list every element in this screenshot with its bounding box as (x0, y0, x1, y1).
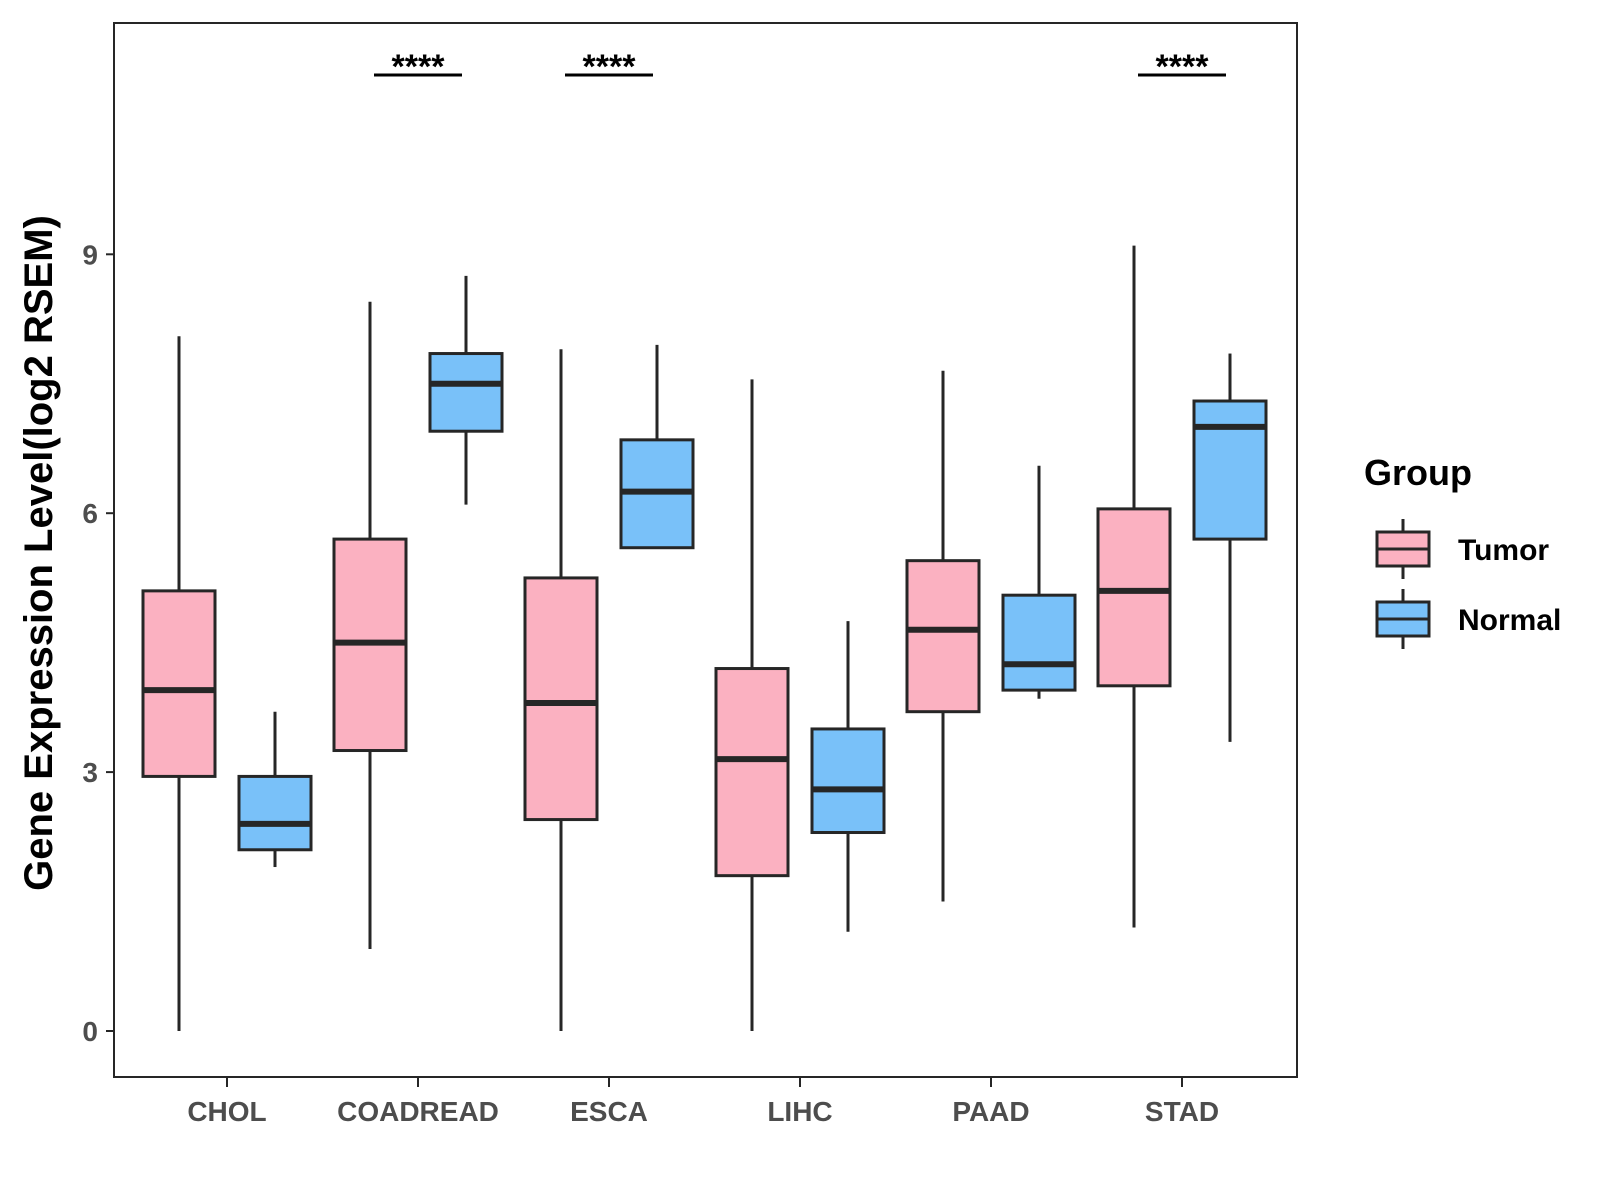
box-normal-paad (1001, 593, 1077, 692)
panel-border (113, 22, 1298, 1078)
box-tumor-lihc (714, 667, 790, 878)
x-tick-label-esca: ESCA (570, 1096, 648, 1127)
box-normal-stad (1192, 399, 1268, 541)
y-axis-title: Gene Expression Level(log2 RSEM) (17, 215, 61, 891)
legend-title: Group (1364, 452, 1472, 493)
x-tick-label-lihc: LIHC (767, 1096, 832, 1127)
box-tumor-chol (141, 589, 217, 778)
x-tick-label-coadread: COADREAD (337, 1096, 499, 1127)
plot-area: 0 3 6 9 CHOL COADREAD ESCA LIHC PAAD STAD **** ****… (82, 22, 1298, 1127)
legend-label-normal: Normal (1458, 604, 1561, 637)
box-tumor-stad (1096, 507, 1172, 688)
legend: Group Tumor Normal (1364, 452, 1561, 649)
box-normal-coadread (428, 352, 504, 433)
box-normal-chol (237, 774, 313, 852)
box-normal-lihc (810, 727, 886, 835)
y-tick-label: 6 (82, 498, 98, 529)
x-tick-label-stad: STAD (1145, 1096, 1219, 1127)
significance-coadread: **** (392, 48, 446, 86)
box-tumor-esca (523, 576, 599, 822)
y-tick-label: 3 (82, 757, 98, 788)
x-tick-label-chol: CHOL (187, 1096, 266, 1127)
x-tick-label-paad: PAAD (952, 1096, 1029, 1127)
y-tick-label: 9 (82, 239, 98, 270)
legend-label-tumor: Tumor (1458, 534, 1549, 567)
y-tick-label: 0 (82, 1016, 98, 1047)
significance-stad: **** (1156, 48, 1210, 86)
significance-esca: **** (583, 48, 637, 86)
box-tumor-paad (905, 559, 981, 714)
